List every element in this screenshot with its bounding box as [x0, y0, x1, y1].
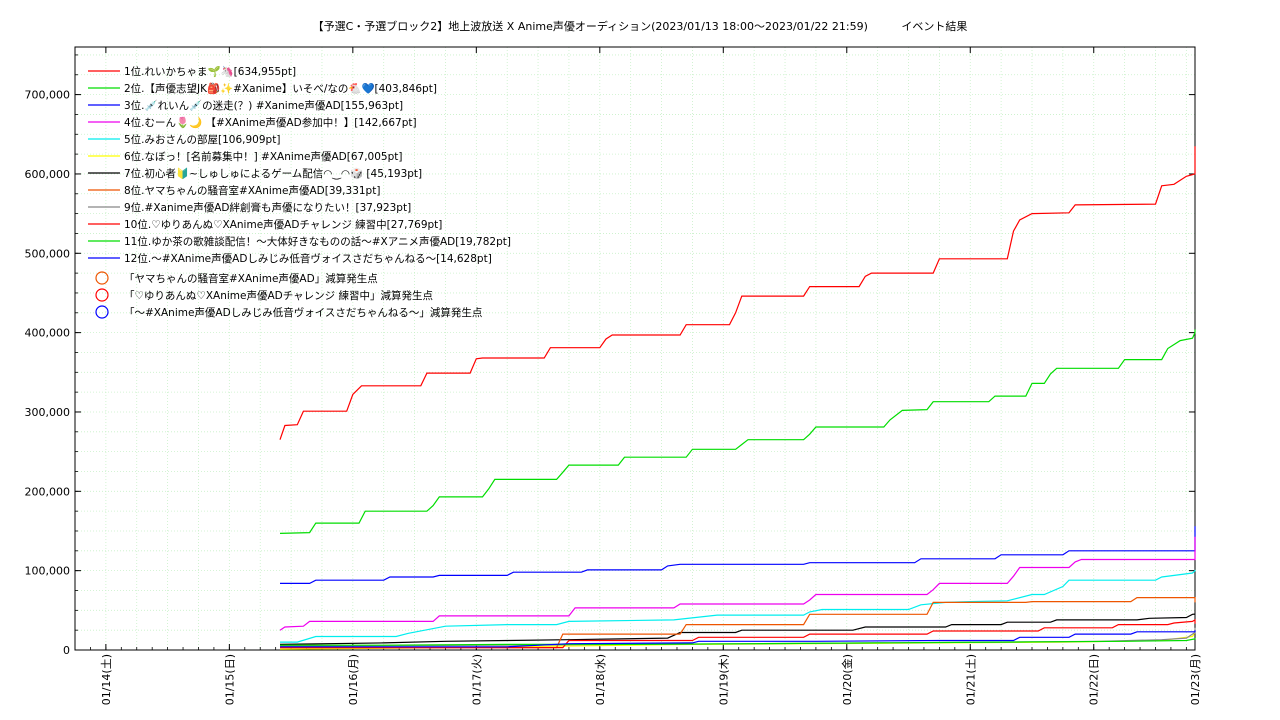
series-line-11	[280, 638, 1196, 646]
legend-marker-3	[95, 305, 109, 319]
x-tick-label: 01/20(金)	[840, 654, 854, 705]
series-line-10	[280, 618, 1196, 649]
plot-frame	[74, 46, 1196, 651]
legend-label-12: 12位.〜#XAnime声優ADしみじみ低音ヴォイスさだちゃんねる〜[14,62…	[124, 252, 492, 265]
chart-title: 【予選C・予選ブロック2】地上波放送 X Anime声優オーディション(2023…	[0, 18, 1280, 34]
legend-label-7: 7位.初心者🔰~しゅしゅによるゲーム配信◠‿◠🎲 [45,193pt]	[124, 167, 422, 180]
legend-marker-1	[95, 271, 109, 285]
x-tick-label: 01/16(月)	[347, 654, 360, 705]
series-line-1	[279, 146, 1196, 440]
legend-label-4: 4位.むーん🌷🌙 【#XAnime声優AD参加中！】[142,667pt]	[124, 116, 417, 129]
y-tick-label: 500,000	[25, 247, 71, 260]
y-tick-label: 200,000	[25, 485, 71, 498]
legend-label-2: 2位.【声優志望JK🎒✨#Xanime】いそべ/なの🐔💙[403,846pt]	[124, 82, 437, 95]
x-tick-label: 01/23(月)	[1189, 654, 1202, 705]
y-tick-label: 700,000	[25, 89, 71, 102]
legend-marker-label-1: 「ヤマちゃんの騒音室#XAnime声優AD」減算発生点	[124, 272, 378, 285]
x-tick-label: 01/17(火)	[470, 654, 483, 705]
series-lines	[279, 146, 1196, 650]
chart-title-main: 【予選C・予選ブロック2】地上波放送 X Anime声優オーディション(2023…	[312, 20, 868, 33]
series-line-12	[280, 630, 1196, 648]
y-tick-label: 100,000	[25, 565, 71, 578]
y-tick-label: 300,000	[25, 406, 71, 419]
series-line-3	[280, 526, 1196, 584]
legend-marker-label-3: 「〜#XAnime声優ADしみじみ低音ヴォイスさだちゃんねる〜」減算発生点	[124, 306, 482, 319]
y-tick-label: 0	[63, 644, 70, 657]
x-tick-label: 01/19(木)	[717, 654, 730, 705]
series-line-5	[280, 569, 1196, 643]
x-tick-label: 01/18(水)	[594, 654, 607, 705]
y-tick-label: 400,000	[25, 327, 71, 340]
series-line-8	[280, 597, 1196, 649]
legend-label-3: 3位.💉れいん💉の迷走(？) #Xanime声優AD[155,963pt]	[124, 99, 403, 112]
x-tick-label: 01/22(日)	[1088, 654, 1101, 705]
x-tick-label: 01/15(日)	[223, 654, 236, 705]
grid-lines	[74, 47, 1195, 651]
y-tick-label: 600,000	[25, 168, 71, 181]
legend-label-6: 6位.なぼっ！[名前募集中！] #XAnime声優AD[67,005pt]	[124, 150, 402, 163]
legend: 1位.れいかちゃま🌱🦄[634,955pt] 2位.【声優志望JK🎒✨#Xanim…	[88, 65, 511, 319]
x-tick-label: 01/21(土)	[964, 654, 977, 705]
legend-label-5: 5位.みおさんの部屋[106,909pt]	[124, 133, 280, 146]
x-tick-label: 01/14(土)	[100, 654, 113, 705]
legend-label-8: 8位.ヤマちゃんの騒音室#XAnime声優AD[39,331pt]	[124, 184, 380, 197]
chart-subtitle: イベント結果	[901, 20, 968, 33]
legend-label-11: 11位.ゆか茶の歌雑談配信！〜大体好きなものの話〜#Xアニメ声優AD[19,78…	[124, 235, 511, 248]
series-line-2	[279, 329, 1196, 534]
legend-label-9: 9位.#Xanime声優AD絆創膏も声優になりたい！[37,923pt]	[124, 201, 411, 214]
legend-label-1: 1位.れいかちゃま🌱🦄[634,955pt]	[124, 65, 296, 78]
legend-label-10: 10位.♡ゆりあんぬ♡XAnime声優ADチャレンジ 練習中[27,769pt]	[124, 218, 442, 231]
series-line-7	[279, 613, 1196, 645]
series-line-4	[279, 536, 1196, 631]
legend-marker-label-2: 「♡ゆりあんぬ♡XAnime声優ADチャレンジ 練習中」減算発生点	[124, 289, 433, 302]
legend-marker-2	[95, 288, 109, 302]
